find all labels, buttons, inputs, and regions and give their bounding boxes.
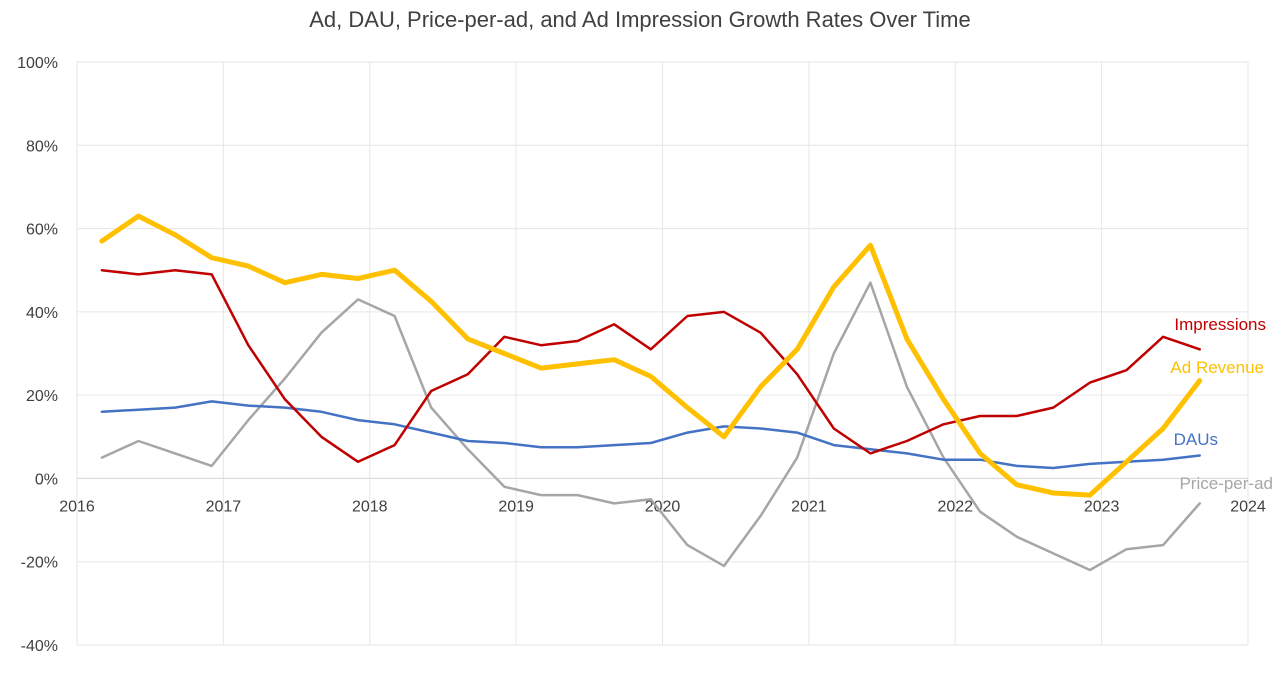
x-tick-label: 2016 [59,498,95,515]
series-label-impressions: Impressions [1174,315,1266,334]
series-line-price-per-ad [100,281,1201,572]
y-tick-label: 80% [26,138,58,155]
series-label-daus: DAUs [1174,430,1218,449]
series-line-ad-revenue [99,213,1203,498]
grid [76,61,1249,646]
series-labels: Impressions Ad Revenue DAUs Price-per-ad [1170,315,1273,493]
y-tick-label: 20% [26,388,58,405]
y-tick-label: 40% [26,305,58,322]
x-tick-label: 2024 [1230,498,1266,515]
y-tick-label: -40% [21,638,58,655]
series-label-price-per-ad: Price-per-ad [1179,474,1273,493]
x-tick-label: 2022 [937,498,973,515]
y-tick-label: 100% [17,55,58,72]
series-line-impressions [100,268,1201,464]
series-lines [99,213,1203,572]
y-tick-label: 60% [26,222,58,239]
series-label-ad-revenue: Ad Revenue [1170,358,1264,377]
axis-tick-labels: -40% -20% 0% 20% 40% 60% 80% 100% 2016 2017 2018 20… [17,55,1266,655]
series-line-daus [100,400,1201,470]
x-tick-label: 2019 [498,498,534,515]
y-tick-label: 0% [35,471,58,488]
y-tick-label: -20% [21,555,58,572]
chart-title: Ad, DAU, Price-per-ad, and Ad Impression… [309,7,971,32]
x-tick-label: 2023 [1084,498,1120,515]
x-tick-label: 2021 [791,498,827,515]
x-tick-label: 2017 [206,498,242,515]
x-tick-label: 2018 [352,498,388,515]
